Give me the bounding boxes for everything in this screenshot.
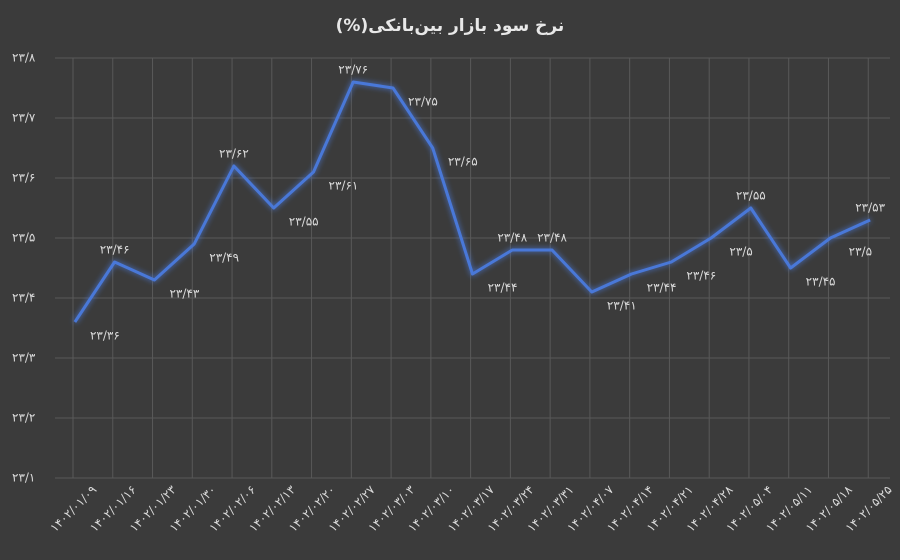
y-tick-label: ۲۳/۲ <box>12 411 35 425</box>
data-label: ۲۳/۵ <box>849 245 872 259</box>
data-label: ۲۳/۷۵ <box>408 95 438 109</box>
data-label: ۲۳/۴۳ <box>169 287 199 301</box>
data-label: ۲۳/۴۴ <box>647 281 677 295</box>
data-label: ۲۳/۴۶ <box>100 243 130 257</box>
y-tick-label: ۲۳/۷ <box>12 111 36 125</box>
chart-title: نرخ سود بازار بین‌بانکی(%) <box>336 16 565 36</box>
data-label: ۲۳/۳۶ <box>90 329 120 343</box>
data-label: ۲۳/۴۱ <box>607 299 637 313</box>
y-tick-label: ۲۳/۱ <box>12 471 35 485</box>
data-label: ۲۳/۴۹ <box>209 251 239 265</box>
data-label: ۲۳/۴۶ <box>686 269 716 283</box>
data-label: ۲۳/۵ <box>729 245 752 259</box>
data-label: ۲۳/۶۵ <box>448 155 478 169</box>
line <box>73 80 871 323</box>
data-label: ۲۳/۵۵ <box>736 189 766 203</box>
data-label: ۲۳/۴۴ <box>488 281 518 295</box>
data-label: ۲۳/۶۱ <box>329 179 359 193</box>
y-tick-label: ۲۳/۵ <box>12 231 35 245</box>
data-label: ۲۳/۵۳ <box>855 201 885 215</box>
data-label: ۲۳/۴۵ <box>806 275 836 289</box>
y-tick-label: ۲۳/۳ <box>12 351 36 365</box>
data-label: ۲۳/۴۸ <box>537 231 567 245</box>
data-label: ۲۳/۴۸ <box>497 231 527 245</box>
y-tick-label: ۲۳/۴ <box>12 291 35 305</box>
y-tick-label: ۲۳/۸ <box>12 51 36 65</box>
data-label: ۲۳/۵۵ <box>289 215 319 229</box>
y-tick-label: ۲۳/۶ <box>12 171 35 185</box>
data-label: ۲۳/۶۲ <box>219 147 249 161</box>
data-label: ۲۳/۷۶ <box>338 63 368 77</box>
